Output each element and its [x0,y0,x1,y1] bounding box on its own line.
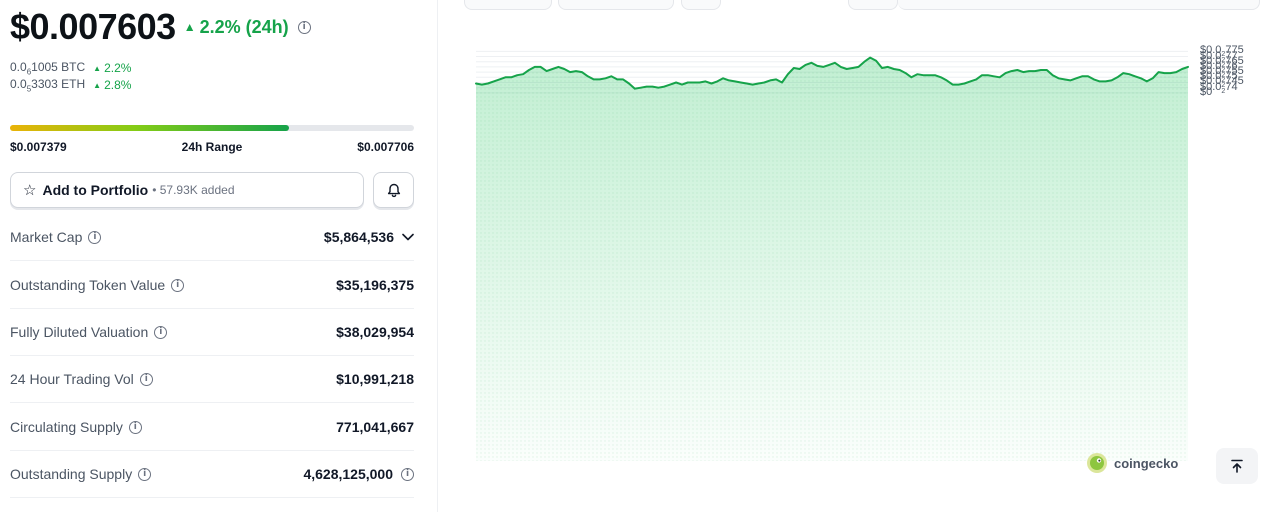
price-row: $0.007603 ▲ 2.2% (24h) i [10,6,311,48]
range-label: 24h Range [181,140,243,154]
y-tick-label: $0.0275 [1200,70,1238,85]
price-chart[interactable] [440,0,1280,512]
y-tick-label: $0.02765 [1200,54,1244,69]
gecko-icon [1087,453,1107,473]
stat-label: Market Cap i [10,229,102,245]
eth-conversion: 0.053303 ETH ▲ 2.8% [10,77,131,93]
price-change-24h: ▲ 2.2% (24h) [184,17,289,38]
price-chart-area: $0.02775 $0.0277 $0.02765 $0.0276 $0.02755 $0… [440,0,1280,512]
stat-row-fully-diluted-valuation: Fully Diluted Valuation i $38,029,954 [10,309,414,356]
stat-row-outstanding-supply: Outstanding Supply i 4,628,125,000 i [10,451,414,498]
range-bar-fill [10,125,289,131]
y-tick-label: $0.0277 [1200,49,1238,64]
chevron-down-icon[interactable] [402,233,414,241]
range-high: $0.007706 [357,140,414,154]
y-tick-label: $0.02775 [1200,44,1244,59]
portfolio-added-count: • 57.93K added [152,183,235,197]
current-price: $0.007603 [10,6,176,47]
stat-label: Fully Diluted Valuation i [10,324,168,340]
info-icon[interactable]: i [401,467,414,481]
y-tick-label: $0 [1200,85,1213,98]
price-alert-button[interactable] [373,172,414,208]
stat-row-trading-volume: 24 Hour Trading Vol i $10,991,218 [10,356,414,403]
info-icon[interactable]: i [154,325,168,339]
caret-up-icon: ▲ [183,20,196,34]
add-to-portfolio-button[interactable]: ☆ Add to Portfolio • 57.93K added [10,172,364,208]
btc-conversion: 0.061005 BTC ▲ 2.2% [10,60,131,76]
info-icon[interactable]: i [138,467,152,481]
info-icon[interactable]: i [171,278,185,292]
info-icon[interactable]: i [297,20,311,34]
eth-change: ▲ 2.8% [93,78,132,93]
info-icon[interactable]: i [88,230,102,244]
price-change-value: 2.2% (24h) [199,16,289,37]
stat-value: $10,991,218 [336,371,414,387]
y-tick-label: $0.02755 [1200,65,1244,80]
stat-label: Outstanding Token Value i [10,277,185,293]
stat-value: 4,628,125,000 i [303,466,414,482]
stat-row-outstanding-token-value: Outstanding Token Value i $35,196,375 [10,262,414,309]
add-to-portfolio-label: Add to Portfolio [42,182,149,198]
stat-row-circulating-supply: Circulating Supply i 771,041,667 [10,404,414,451]
range-bar [10,125,414,131]
arrow-up-to-line-icon [1231,459,1243,473]
y-tick-label: $0.0276 [1200,59,1238,75]
coin-stats-panel: $0.007603 ▲ 2.2% (24h) i 0.061005 BTC ▲ 2… [0,0,438,512]
range-labels: $0.007379 24h Range $0.007706 [10,140,414,154]
star-icon: ☆ [23,182,37,199]
range-low: $0.007379 [10,140,67,154]
stat-label: 24 Hour Trading Vol i [10,371,153,387]
stat-label: Circulating Supply i [10,419,142,435]
watermark-text: coingecko [1114,455,1179,471]
info-icon[interactable]: i [139,372,153,386]
btc-price: 0.061005 BTC [10,60,86,77]
y-tick-label: $0.0274 [1200,80,1238,95]
stat-value: 771,041,667 [336,419,414,435]
stat-row-market-cap: Market Cap i $5,864,536 [10,214,414,261]
btc-change: ▲ 2.2% [93,61,132,76]
stat-label: Outstanding Supply i [10,466,152,482]
stat-value: $38,029,954 [336,324,414,340]
caret-up-icon: ▲ [93,63,102,73]
info-icon[interactable]: i [128,420,142,434]
price-area-texture [476,57,1188,461]
stat-value: $35,196,375 [336,277,414,293]
stat-value[interactable]: $5,864,536 [324,229,414,245]
caret-up-icon: ▲ [93,80,102,90]
scroll-to-top-button[interactable] [1216,448,1258,484]
bell-icon [387,183,400,197]
y-tick-label: $0.02745 [1200,75,1244,90]
price-line [475,56,1189,90]
eth-price: 0.053303 ETH [10,77,86,94]
coingecko-watermark: coingecko [1086,452,1178,474]
